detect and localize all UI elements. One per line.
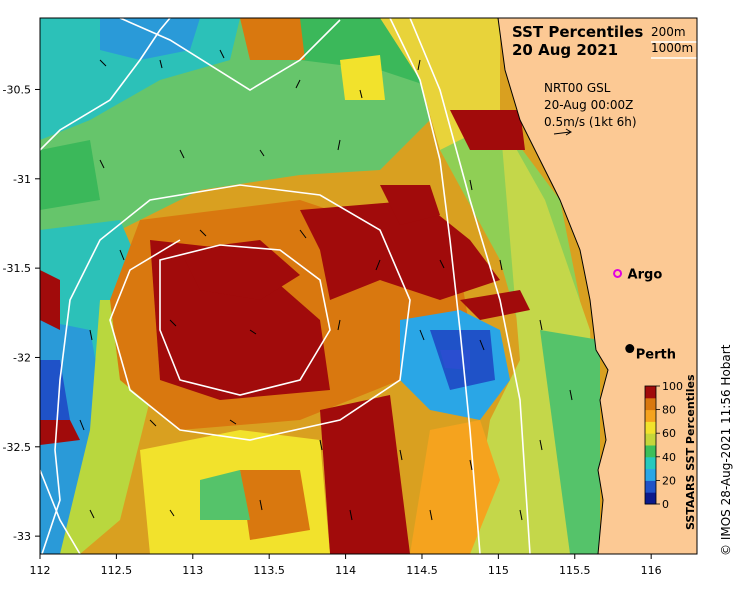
y-tick-label: -32.5 [3,441,31,454]
colorbar-swatch [645,468,656,481]
current-info: NRT00 GSL 20-Aug 00:00Z 0.5m/s (1kt 6h) [544,81,637,136]
current-scale: 0.5m/s (1kt 6h) [544,115,637,129]
colorbar-swatch [645,421,656,434]
colorbar-tick-label: 80 [662,404,676,417]
coastline [497,18,609,554]
x-tick-label: 112.5 [101,564,133,577]
colorbar-swatch [645,386,656,399]
current-source: NRT00 GSL [544,81,611,95]
current-vectors [79,49,573,521]
title-line1: SST Percentiles [512,23,643,41]
contour-legend: 200m 1000m [651,25,697,59]
x-tick-label: 114 [335,564,356,577]
colorbar-swatch [645,445,656,458]
colorbar-label: SSTAARS SST Percentiles [684,374,697,530]
colorbar-tick-label: 0 [662,498,669,511]
sst-percentile-field [40,18,600,554]
y-tick-label: -32 [13,351,31,364]
colorbar-ticks: 100 80 60 40 20 0 [656,380,683,511]
credit-text: © IMOS 28-Aug-2021 11:56 Hobart [719,344,733,556]
y-tick-label: -31.5 [3,262,31,275]
x-axis: 112 112.5 113 113.5 114 114.5 115 115.5 116 [30,554,662,577]
colorbar-swatch [645,456,656,470]
place-label: Argo [628,267,663,282]
place-label: Perth [636,348,676,363]
current-time: 20-Aug 00:00Z [544,98,633,112]
y-axis: -30.5 -31 -31.5 -32 -32.5 -33 [3,83,40,543]
argo-marker-icon [613,268,623,278]
city-marker-icon [625,344,635,354]
current-scale-arrow [553,131,571,135]
x-tick-label: 113.5 [253,564,285,577]
colorbar-swatch [645,397,656,411]
colorbar-swatch [645,480,656,493]
y-tick-label: -30.5 [3,83,31,96]
map-frame [39,17,698,555]
x-tick-label: 113 [182,564,203,577]
colorbar-swatches [645,386,656,505]
map-title: SST Percentiles 20 Aug 2021 [512,23,643,59]
x-tick-label: 115.5 [559,564,591,577]
colorbar-tick-label: 60 [662,427,676,440]
colorbar-swatch [645,492,656,505]
title-line2: 20 Aug 2021 [512,41,618,59]
x-tick-label: 114.5 [406,564,438,577]
colorbar: 100 80 60 40 20 0 SSTAARS SST Percentiles [644,374,697,530]
place-markers: Argo Perth [613,267,676,363]
x-tick-label: 112 [30,564,51,577]
colorbar-tick-label: 100 [662,380,683,393]
colorbar-tick-label: 40 [662,451,676,464]
sst-map: SST Percentiles 20 Aug 2021 200m 1000m N… [40,18,697,554]
y-tick-label: -33 [13,530,31,543]
contour-legend-label: 200m [651,25,686,39]
y-tick-label: -31 [13,173,31,186]
colorbar-swatch [645,409,656,422]
x-tick-label: 116 [641,564,662,577]
contour-legend-label: 1000m [651,41,693,55]
colorbar-swatch [645,433,656,446]
colorbar-tick-label: 20 [662,474,676,487]
bathymetry-contours [40,18,531,554]
x-tick-label: 115 [488,564,509,577]
